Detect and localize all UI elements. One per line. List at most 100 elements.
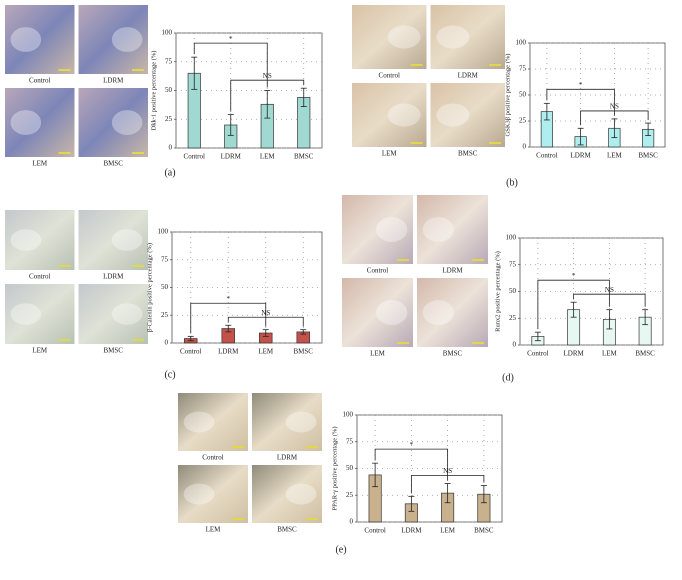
y-tick-label: 25 (509, 314, 517, 322)
error-bar (645, 122, 652, 136)
x-tick-label: LEM (258, 348, 274, 356)
micrograph (78, 88, 148, 157)
scale-bar (306, 518, 318, 520)
error-bar (227, 114, 234, 136)
scale-bar (132, 265, 144, 267)
micrograph-label: LDRM (458, 72, 479, 80)
error-bar (408, 495, 415, 512)
micrograph-detail (376, 300, 408, 325)
y-tick-label: 0 (523, 143, 527, 151)
significance-bracket (580, 110, 649, 126)
micrograph-detail (436, 103, 470, 127)
panel-label: (e) (335, 544, 346, 555)
panel-label: (a) (164, 167, 175, 178)
significance-label: NS (605, 286, 614, 294)
micrograph (78, 284, 148, 344)
x-tick-label: LDRM (221, 153, 242, 161)
micrograph-label: BMSC (277, 526, 297, 534)
micrograph-detail (285, 411, 317, 433)
micrograph (342, 195, 413, 264)
scale-bar (58, 339, 71, 341)
y-axis-label: Dkk-1 positive percentage (%) (150, 51, 157, 131)
y-tick-label: 100 (162, 29, 173, 37)
significance-bracket (374, 448, 449, 481)
x-tick-label: Control (527, 350, 548, 358)
micrograph-detail (387, 25, 421, 49)
x-tick-label: BMSC (294, 153, 314, 161)
significance-label: * (410, 441, 414, 449)
y-tick-label: 75 (165, 57, 173, 65)
scale-bar (58, 265, 71, 267)
micrograph-label: Control (367, 267, 388, 275)
y-tick-label: 25 (161, 311, 169, 319)
x-tick-label: BMSC (294, 348, 314, 356)
error-bar (187, 335, 194, 342)
y-axis-label: Runx2 positive percentage (%) (494, 251, 501, 332)
y-tick-label: 25 (165, 115, 173, 123)
y-tick-label: 50 (346, 464, 354, 472)
micrograph (342, 278, 413, 347)
scale-bar (306, 446, 318, 448)
x-tick-label: LDRM (571, 152, 592, 160)
error-bar (372, 462, 379, 488)
x-tick-label: Control (184, 153, 205, 161)
scale-bar (472, 342, 484, 344)
x-tick-label: LEM (607, 152, 623, 160)
micrograph (5, 88, 75, 157)
micrograph-label: LDRM (442, 267, 463, 275)
scale-bar (489, 64, 501, 66)
micrograph (5, 284, 75, 344)
micrograph-label: BMSC (443, 350, 463, 358)
error-bar (543, 102, 550, 121)
error-bar (264, 90, 271, 119)
micrograph-detail (376, 217, 408, 242)
y-tick-label: 75 (346, 437, 354, 445)
y-tick-label: 0 (169, 144, 173, 152)
y-tick-label: 75 (519, 65, 527, 73)
micrograph-detail (422, 300, 454, 325)
significance-bracket (230, 79, 305, 112)
scale-bar (132, 69, 144, 71)
error-bar (534, 331, 541, 342)
micrograph-detail (111, 229, 143, 251)
error-bar (225, 324, 232, 333)
y-axis-label: β-Catenin positive percentage (%) (146, 243, 153, 332)
micrograph (5, 5, 75, 74)
y-tick-label: 0 (513, 341, 517, 349)
micrograph-label: Control (29, 77, 50, 85)
y-tick-label: 50 (509, 287, 517, 295)
y-tick-label: 100 (158, 228, 169, 236)
significance-bracket (546, 88, 615, 116)
significance-bracket (573, 293, 646, 307)
micrograph-detail (183, 483, 215, 505)
micrograph (352, 5, 427, 69)
micrograph-detail (183, 411, 215, 433)
micrograph (430, 83, 505, 147)
micrograph-label: LEM (32, 160, 48, 168)
significance-label: * (229, 35, 233, 43)
x-tick-label: LEM (260, 153, 276, 161)
micrograph-detail (10, 229, 42, 251)
y-tick-label: 75 (509, 260, 517, 268)
micrograph-label: LDRM (103, 273, 124, 281)
significance-label: NS (261, 309, 270, 317)
micrograph-label: LEM (370, 350, 386, 358)
error-bar (191, 56, 198, 90)
x-tick-label: Control (364, 527, 385, 535)
significance-label: * (579, 81, 583, 89)
x-tick-label: LDRM (564, 350, 585, 358)
y-tick-label: 50 (165, 86, 173, 94)
y-tick-label: 100 (343, 411, 354, 419)
micrograph (252, 465, 322, 523)
error-bar (570, 301, 577, 318)
micrograph-label: Control (29, 273, 50, 281)
micrograph (352, 83, 427, 147)
micrograph-label: LEM (32, 347, 48, 355)
x-tick-label: LDRM (218, 348, 239, 356)
micrograph-detail (422, 217, 454, 242)
scale-bar (132, 152, 144, 154)
y-tick-label: 50 (161, 283, 169, 291)
micrograph-label: BMSC (458, 150, 478, 158)
error-bar (611, 118, 618, 139)
